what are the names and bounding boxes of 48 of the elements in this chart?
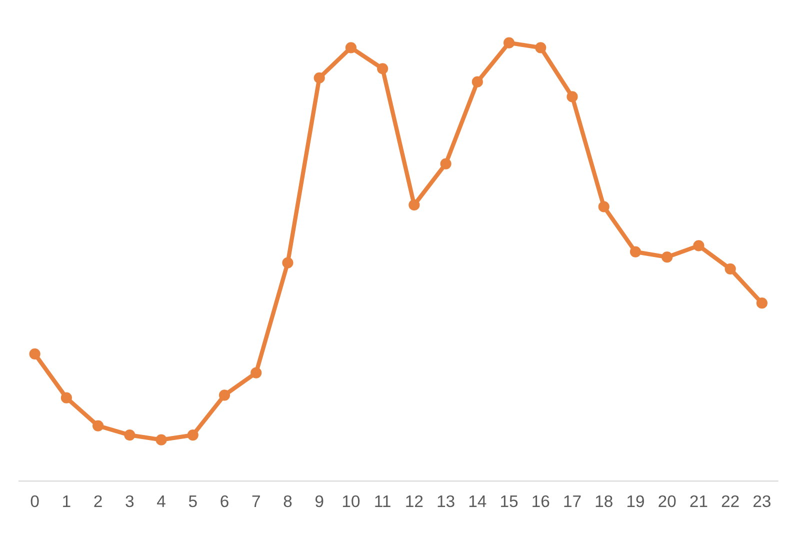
point: [124, 429, 136, 441]
point: [440, 158, 452, 170]
point: [314, 72, 325, 84]
x-tick-label: 5: [188, 496, 197, 508]
x-tick-label: 10: [342, 495, 360, 508]
point: [724, 263, 736, 274]
x-tick-label: 18: [596, 495, 612, 508]
x-tick-label: 2: [94, 495, 102, 507]
point: [250, 367, 262, 378]
point: [503, 37, 515, 48]
point: [472, 76, 483, 88]
point: [156, 434, 167, 446]
point: [693, 240, 704, 252]
point: [218, 390, 230, 401]
x-tick-label: 1: [63, 496, 70, 507]
point: [282, 257, 294, 268]
x-tick-label: 9: [315, 495, 324, 508]
point: [662, 252, 673, 263]
x-tick-label: 7: [252, 496, 260, 507]
point: [408, 199, 420, 211]
x-tick-label: 14: [469, 496, 486, 507]
x-tick-label: 12: [406, 495, 423, 507]
point: [345, 42, 357, 54]
x-tick-label: 13: [438, 495, 454, 508]
point: [598, 201, 610, 212]
x-tick-label: 17: [564, 496, 581, 507]
x-tick-label: 22: [722, 495, 739, 507]
point: [756, 298, 768, 309]
point: [566, 91, 578, 102]
point: [377, 63, 388, 74]
point: [29, 348, 40, 360]
x-tick-label: 23: [754, 495, 770, 508]
x-tick-label: 3: [126, 495, 134, 508]
point: [630, 246, 642, 258]
x-tick-label: 21: [690, 495, 708, 507]
x-tick-label: 11: [375, 496, 390, 507]
x-tick-label: 0: [30, 495, 39, 508]
x-tick-label: 16: [532, 495, 550, 508]
x-tick-label: 20: [658, 495, 676, 508]
x-tick-label: 8: [284, 495, 292, 508]
x-tick-label: 6: [220, 495, 228, 508]
x-tick-label: 4: [157, 496, 166, 507]
x-tick-label: 19: [627, 495, 644, 508]
point: [60, 392, 72, 404]
x-tick-label: 15: [501, 496, 518, 508]
point: [535, 42, 546, 54]
point: [187, 429, 198, 441]
point: [92, 420, 104, 432]
